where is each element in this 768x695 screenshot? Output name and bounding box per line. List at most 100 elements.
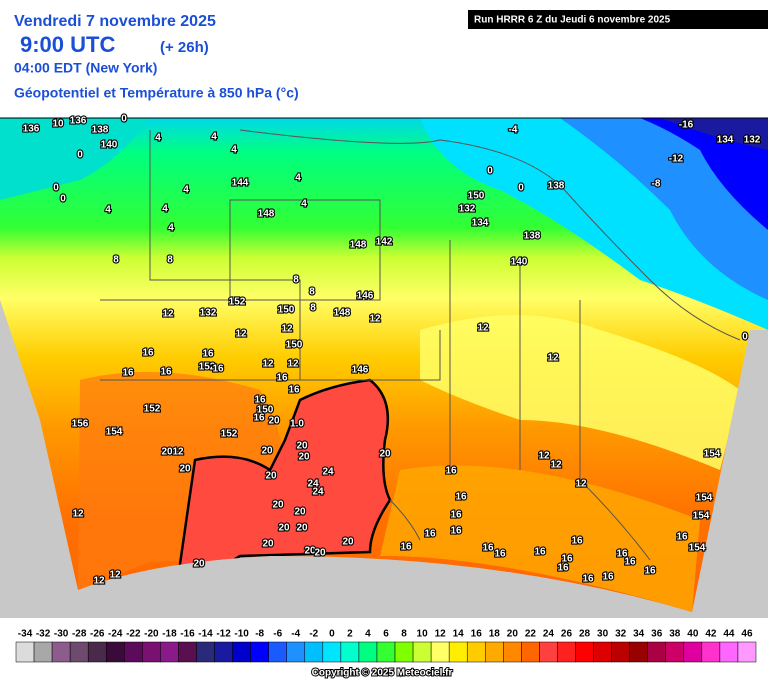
contour-label: 16 bbox=[142, 348, 154, 359]
contour-label: 146 bbox=[352, 365, 369, 376]
contour-label: 146 bbox=[357, 291, 374, 302]
contour-label: 16 bbox=[644, 566, 656, 577]
colorbar-swatch bbox=[33, 641, 53, 663]
contour-label: 12 bbox=[575, 479, 587, 490]
contour-label: 24 bbox=[312, 487, 324, 498]
contour-label: 12 bbox=[72, 509, 84, 520]
colorbar-swatch bbox=[124, 641, 143, 663]
colorbar-label: -30 bbox=[54, 629, 69, 640]
contour-label: 16 bbox=[582, 574, 594, 585]
contour-label: 4 bbox=[168, 223, 174, 234]
forecast-time: 9:00 UTC bbox=[20, 32, 115, 57]
contour-label: 12 bbox=[281, 324, 293, 335]
contour-label: -4 bbox=[509, 125, 518, 136]
contour-label: 12 bbox=[369, 314, 381, 325]
contour-label: 20 bbox=[296, 523, 308, 534]
contour-label: 1.0 bbox=[290, 419, 304, 430]
colorbar-swatch bbox=[286, 641, 306, 663]
colorbar-swatch bbox=[196, 641, 215, 663]
colorbar-swatch bbox=[232, 641, 251, 663]
colorbar-label: -8 bbox=[255, 629, 264, 640]
contour-label: 8 bbox=[310, 303, 316, 314]
colorbar-swatch bbox=[412, 641, 432, 663]
colorbar-swatch bbox=[719, 641, 739, 663]
contour-label: 20 bbox=[161, 447, 173, 458]
contour-label: -16 bbox=[679, 120, 694, 131]
colorbar-swatch bbox=[503, 641, 522, 663]
colorbar-swatch bbox=[665, 641, 685, 663]
contour-label: 136 bbox=[70, 116, 87, 127]
colorbar-label: 16 bbox=[471, 629, 483, 640]
contour-label: 4 bbox=[105, 205, 111, 216]
colorbar-swatch bbox=[394, 641, 414, 663]
contour-label: 12 bbox=[93, 576, 105, 587]
colorbar-label: 26 bbox=[561, 629, 573, 640]
colorbar-label: 42 bbox=[705, 629, 717, 640]
colorbar: -34 -32 -30 -28 -26 -24 -22 -20 -18 -16 -14 -12 -10-… bbox=[15, 629, 757, 663]
colorbar-label: -18 bbox=[162, 629, 177, 640]
contour-label: 8 bbox=[309, 287, 315, 298]
colorbar-swatch bbox=[304, 641, 324, 663]
contour-label: 144 bbox=[232, 178, 249, 189]
contour-label: 12 bbox=[162, 309, 174, 320]
contour-label: 152 bbox=[229, 297, 246, 308]
contour-label: 138 bbox=[524, 231, 541, 242]
colorbar-swatch bbox=[629, 641, 648, 663]
colorbar-label: 18 bbox=[489, 629, 501, 640]
colorbar-label: -26 bbox=[90, 629, 105, 640]
run-info: Run HRRR 6 Z du Jeudi 6 novembre 2025 bbox=[474, 15, 671, 26]
contour-label: 20 bbox=[179, 464, 191, 475]
colorbar-swatch bbox=[575, 641, 594, 663]
contour-label: 4 bbox=[231, 145, 237, 156]
colorbar-label: 14 bbox=[453, 629, 465, 640]
colorbar-swatch bbox=[430, 641, 450, 663]
colorbar-label: -22 bbox=[126, 629, 141, 640]
contour-label: 150 bbox=[286, 340, 303, 351]
colorbar-swatch bbox=[322, 641, 342, 663]
contour-label: 4 bbox=[183, 185, 189, 196]
contour-label: 134 bbox=[472, 218, 489, 229]
colorbar-swatch bbox=[683, 641, 703, 663]
contour-label: 140 bbox=[101, 140, 118, 151]
contour-label: 4 bbox=[155, 133, 161, 144]
colorbar-label: -20 bbox=[144, 629, 159, 640]
contour-label: 132 bbox=[744, 135, 761, 146]
colorbar-label: -34 bbox=[18, 629, 33, 640]
contour-label: 12 bbox=[172, 447, 184, 458]
colorbar-label: -6 bbox=[273, 629, 282, 640]
contour-label: 150 bbox=[468, 191, 485, 202]
contour-label: 0 bbox=[742, 332, 748, 343]
colorbar-label: -24 bbox=[108, 629, 123, 640]
contour-label: 148 bbox=[258, 209, 275, 220]
contour-label: 12 bbox=[287, 359, 299, 370]
contour-label: 152 bbox=[221, 429, 238, 440]
contour-label: 148 bbox=[350, 240, 367, 251]
colorbar-label: -16 bbox=[180, 629, 195, 640]
colorbar-label: 0 bbox=[329, 629, 335, 640]
geography-lines bbox=[100, 129, 741, 561]
contour-label: 16 bbox=[450, 526, 462, 537]
colorbar-label: -4 bbox=[291, 629, 300, 640]
colorbar-swatch bbox=[358, 641, 378, 663]
contour-label: 20 bbox=[261, 446, 273, 457]
contour-label: 16 bbox=[276, 373, 288, 384]
contour-label: 150 bbox=[278, 305, 295, 316]
contour-label: 20 bbox=[294, 507, 306, 518]
contour-label: 138 bbox=[92, 125, 109, 136]
contour-label: 154 bbox=[696, 493, 713, 504]
colorbar-label: -2 bbox=[309, 629, 318, 640]
colorbar-swatch bbox=[448, 641, 468, 663]
colorbar-label: 12 bbox=[435, 629, 447, 640]
parameter-title: Géopotentiel et Température à 850 hPa (°… bbox=[14, 85, 299, 101]
contour-label: 20 bbox=[268, 416, 280, 427]
colorbar-label: 34 bbox=[633, 629, 645, 640]
contour-label: 0 bbox=[121, 114, 127, 125]
colorbar-label: 8 bbox=[401, 629, 407, 640]
colorbar-swatch bbox=[485, 641, 504, 663]
contour-label: 16 bbox=[676, 532, 688, 543]
contour-label: 4 bbox=[301, 199, 307, 210]
colorbar-label: -14 bbox=[198, 629, 213, 640]
colorbar-label: 28 bbox=[579, 629, 591, 640]
colorbar-swatch bbox=[340, 641, 360, 663]
colorbar-label: -32 bbox=[36, 629, 51, 640]
